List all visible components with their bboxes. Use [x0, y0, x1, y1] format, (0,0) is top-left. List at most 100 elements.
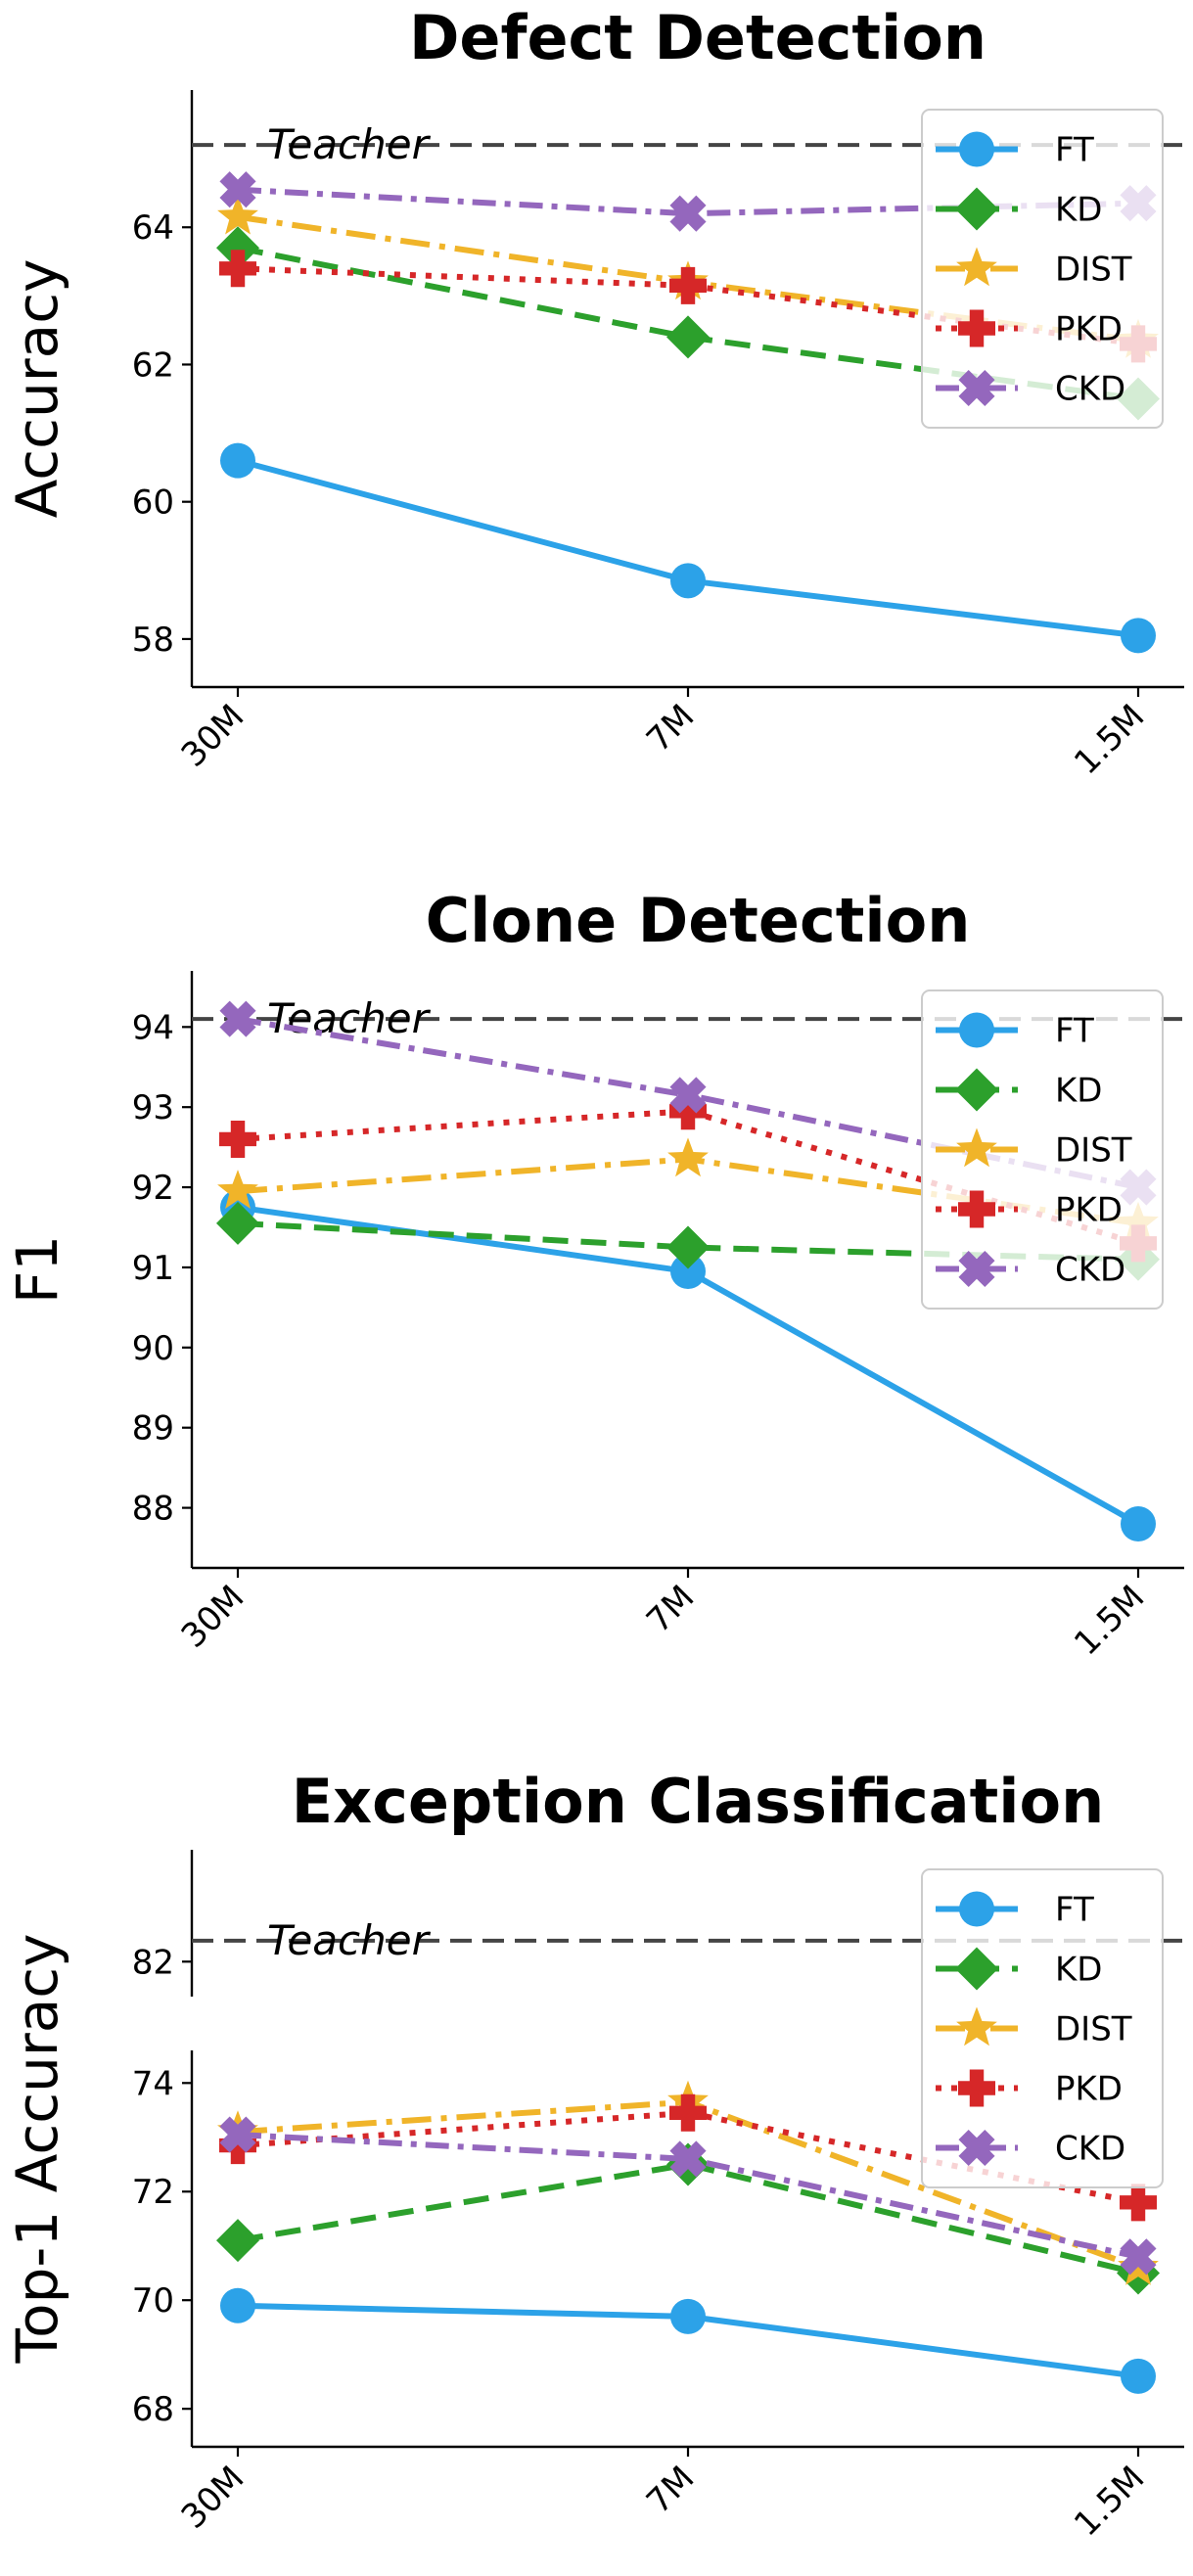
- chart-panel-defect-detection: Defect Detection Accuracy 58 60 62 64 30M 7M 1.5…: [4, 2, 1193, 782]
- y-tick-label: 94: [132, 1008, 174, 1047]
- x-tick-label: 1.5M: [1067, 1578, 1152, 1663]
- legend-label-ckd: CKD: [1055, 370, 1125, 409]
- legend-marker-dist: [956, 1127, 997, 1168]
- legend-marker-kd: [955, 1947, 998, 1991]
- y-tick-label: 64: [132, 208, 174, 248]
- legend-label-kd: KD: [1055, 191, 1102, 230]
- data-point-ft-30m: [220, 442, 255, 479]
- teacher-label: Teacher: [267, 1916, 432, 1964]
- y-tick-label: 70: [132, 2281, 174, 2321]
- x-tick-label: 1.5M: [1067, 2459, 1152, 2544]
- data-point-ckd-7m: [669, 195, 707, 232]
- series-line-kd: [237, 2161, 1139, 2277]
- legend-label-ft: FT: [1055, 1891, 1094, 1930]
- series-ft: [220, 442, 1156, 654]
- legend-marker-ft: [959, 131, 994, 167]
- x-tick-label: 7M: [639, 697, 702, 759]
- x-tick-label: 7M: [639, 1578, 702, 1640]
- y-tick-label: 91: [132, 1249, 174, 1288]
- legend-label-pkd: PKD: [1055, 2070, 1123, 2109]
- legend-marker-dist: [956, 2006, 997, 2047]
- legend: FT KD DIST PKD CKD: [921, 989, 1164, 1310]
- y-tick-label: 92: [132, 1169, 174, 1208]
- legend-label-dist: DIST: [1055, 2010, 1132, 2049]
- legend-marker-pkd: [958, 309, 995, 347]
- data-point-pkd-7m: [669, 2093, 707, 2132]
- legend-marker-ckd: [958, 369, 995, 407]
- data-point-kd-30m: [216, 1201, 259, 1245]
- y-axis-label: Top-1 Accuracy: [4, 1934, 70, 2365]
- legend-label-pkd: PKD: [1055, 310, 1123, 349]
- data-point-ft-7m: [670, 1254, 706, 1290]
- legend-box: [921, 109, 1164, 429]
- y-tick-label: 74: [132, 2064, 174, 2103]
- legend-marker-ft: [959, 1891, 994, 1927]
- legend-label-pkd: PKD: [1055, 1191, 1123, 1230]
- data-point-ckd-7m: [669, 2140, 707, 2178]
- y-tick-label: 68: [132, 2390, 174, 2429]
- y-tick-label: 89: [132, 1409, 174, 1449]
- chart-title: Exception Classification: [292, 1766, 1105, 1837]
- data-point-dist-30m: [217, 1170, 258, 1209]
- data-point-ckd-7m: [669, 1077, 707, 1114]
- data-point-kd-30m: [216, 226, 259, 270]
- series-ft: [220, 2287, 1156, 2394]
- series-line-ckd: [237, 2131, 1139, 2260]
- data-point-ckd-30m: [219, 171, 256, 208]
- y-tick-label: 62: [132, 345, 174, 385]
- data-point-ckd-1-5m: [1120, 2238, 1157, 2276]
- data-point-pkd-30m: [219, 2127, 256, 2165]
- data-point-pkd-7m: [669, 266, 707, 304]
- data-point-ckd-30m: [219, 1000, 256, 1037]
- legend: FT KD DIST PKD CKD: [921, 109, 1164, 429]
- series-line-ft: [237, 457, 1139, 639]
- teacher-label: Teacher: [267, 120, 432, 168]
- legend-label-kd: KD: [1055, 1072, 1102, 1111]
- y-tick-label: 58: [132, 621, 174, 660]
- legend-marker-pkd: [958, 2069, 995, 2107]
- y-tick-label: 90: [132, 1329, 174, 1368]
- legend-marker-pkd: [958, 1190, 995, 1228]
- y-tick-label: 60: [132, 483, 174, 523]
- data-point-kd-7m: [666, 1225, 710, 1269]
- data-point-pkd-30m: [219, 250, 256, 288]
- x-tick-label: 7M: [639, 2459, 702, 2521]
- chart-panel-exception-classification: Exception Classification Top-1 Accuracy 82…: [4, 1766, 1193, 2544]
- x-tick-label: 1.5M: [1067, 697, 1152, 782]
- legend-marker-ft: [959, 1012, 994, 1048]
- legend-label-kd: KD: [1055, 1951, 1102, 1990]
- legend-marker-dist: [956, 247, 997, 287]
- legend-marker-ckd: [958, 2129, 995, 2167]
- data-point-ft-1-5m: [1121, 2358, 1156, 2394]
- y-tick-label: 93: [132, 1088, 174, 1127]
- data-point-ft-1-5m: [1121, 618, 1156, 654]
- legend-label-ft: FT: [1055, 1012, 1094, 1051]
- legend-box: [921, 1868, 1164, 2188]
- data-point-dist-7m: [667, 1137, 709, 1177]
- legend-marker-ckd: [958, 1250, 995, 1288]
- data-point-ft-30m: [220, 2287, 255, 2323]
- y-tick-label: 82: [132, 1943, 174, 1982]
- legend-box: [921, 989, 1164, 1310]
- data-point-pkd-1-5m: [1120, 2184, 1157, 2222]
- legend: FT KD DIST PKD CKD: [921, 1868, 1164, 2188]
- legend-marker-kd: [955, 187, 998, 231]
- legend-label-ft: FT: [1055, 131, 1094, 170]
- legend-label-ckd: CKD: [1055, 1251, 1125, 1290]
- x-tick-label: 30M: [174, 2459, 252, 2537]
- data-point-kd-7m: [666, 315, 710, 359]
- data-point-dist-30m: [217, 195, 258, 235]
- chart-title: Defect Detection: [409, 2, 987, 73]
- data-point-ft-1-5m: [1121, 1505, 1156, 1541]
- data-point-kd-30m: [216, 2219, 259, 2263]
- chart-title: Clone Detection: [426, 885, 971, 956]
- legend-label-ckd: CKD: [1055, 2130, 1125, 2169]
- x-tick-label: 30M: [174, 697, 252, 775]
- legend-label-dist: DIST: [1055, 1131, 1132, 1171]
- y-tick-label: 72: [132, 2173, 174, 2212]
- y-axis-label: Accuracy: [4, 259, 70, 519]
- series-ckd: [219, 2116, 1157, 2276]
- data-point-ckd-30m: [219, 2116, 256, 2153]
- x-tick-label: 30M: [174, 1578, 252, 1656]
